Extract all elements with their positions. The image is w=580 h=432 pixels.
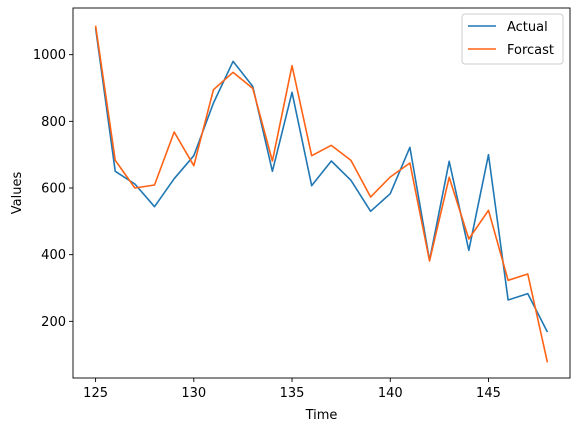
y-tick-label: 1000 [33,48,66,63]
y-tick-label: 600 [41,182,66,197]
x-axis-label: Time [305,408,338,423]
legend-label-forcast: Forcast [507,43,554,58]
x-tick-label: 140 [378,386,403,401]
y-tick-label: 400 [41,248,66,263]
legend: Actual Forcast [461,13,564,65]
y-tick-label: 800 [41,115,66,130]
x-tick-label: 125 [83,386,108,401]
x-tick-label: 130 [181,386,206,401]
x-tick-label: 135 [280,386,305,401]
x-tick-label: 145 [476,386,501,401]
series-line-forcast [94,25,549,363]
y-axis-label: Values [10,172,25,215]
y-axis: 200 400 600 800 1000 [33,48,73,330]
plot-lines [94,25,549,363]
plot-frame [72,7,571,379]
legend-label-actual: Actual [507,20,548,35]
x-axis: 125 130 135 140 145 [83,378,501,401]
y-tick-label: 200 [41,315,66,330]
